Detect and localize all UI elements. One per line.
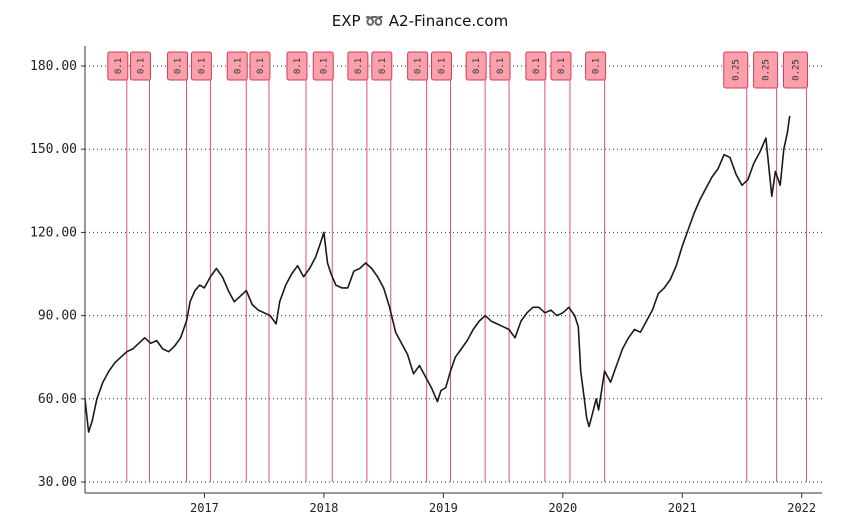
y-tick-label: 30.00 <box>38 475 77 490</box>
dividend-badge <box>286 51 308 81</box>
dividend-badge <box>407 51 429 81</box>
y-tick-label: 60.00 <box>38 392 77 407</box>
axes <box>84 46 822 494</box>
dividend-badge <box>347 51 369 81</box>
dividend-label: 0.1 <box>319 58 329 74</box>
dividend-badge <box>431 51 453 81</box>
x-axis-ticks: 2017 2018 2019 2020 2021 2022 <box>190 493 816 515</box>
x-tick-label: 2020 <box>548 501 577 515</box>
dividend-label: 0.1 <box>114 58 124 74</box>
dividend-label: 0.1 <box>532 58 542 74</box>
dividend-badge <box>312 51 334 81</box>
x-tick-label: 2018 <box>309 501 338 515</box>
dividend-badge <box>465 51 487 81</box>
dividend-label: 0.1 <box>174 58 184 74</box>
dividend-label: 0.25 <box>791 59 801 81</box>
dividend-markers: 0.1 0.1 0.1 0.1 0.1 0.1 0.1 0.1 0.1 0.1 0.1 0.1 0.1 0… <box>107 51 808 482</box>
dividend-badge <box>525 51 547 81</box>
dividend-label: 0.1 <box>438 58 448 74</box>
dividend-label: 0.1 <box>137 58 147 74</box>
dividend-label: 0.25 <box>732 59 742 81</box>
dividend-badge <box>226 51 248 81</box>
y-tick-label: 120.00 <box>30 225 77 240</box>
dividend-badge <box>489 51 511 81</box>
y-axis-ticks: 30.00 60.00 90.00 120.00 150.00 180.00 <box>30 59 85 490</box>
chart-title: EXP ➿ A2-Finance.com <box>332 12 508 30</box>
y-tick-label: 150.00 <box>30 142 77 157</box>
y-tick-label: 180.00 <box>30 59 77 74</box>
dividend-badge <box>753 51 779 89</box>
x-tick-label: 2017 <box>190 501 219 515</box>
dividend-label: 0.1 <box>197 58 207 74</box>
dividend-label: 0.25 <box>762 59 772 81</box>
dividend-badge <box>130 51 152 81</box>
y-tick-label: 90.00 <box>38 309 77 324</box>
price-line <box>84 115 791 433</box>
dividend-label: 0.1 <box>592 58 602 74</box>
dividend-badge <box>167 51 189 81</box>
dividend-label: 0.1 <box>256 58 266 74</box>
price-series <box>84 115 791 433</box>
dividend-badge <box>723 51 749 89</box>
dividend-badge <box>190 51 212 81</box>
x-tick-label: 2021 <box>668 501 697 515</box>
dividend-label: 0.1 <box>233 58 243 74</box>
dividend-badge <box>107 51 129 81</box>
dividend-label: 0.1 <box>414 58 424 74</box>
dividend-badge <box>550 51 572 81</box>
dividend-label: 0.1 <box>354 58 364 74</box>
dividend-label: 0.1 <box>378 58 388 74</box>
gridlines <box>85 65 822 483</box>
dividend-label: 0.1 <box>496 58 506 74</box>
x-tick-label: 2022 <box>787 501 816 515</box>
dividend-badge <box>782 51 808 89</box>
dividend-badge <box>585 51 607 81</box>
dividend-label: 0.1 <box>472 58 482 74</box>
dividend-label: 0.1 <box>293 58 303 74</box>
dividend-label: 0.1 <box>557 58 567 74</box>
dividend-badge <box>371 51 393 81</box>
x-tick-label: 2019 <box>429 501 458 515</box>
dividend-badge <box>249 51 271 81</box>
